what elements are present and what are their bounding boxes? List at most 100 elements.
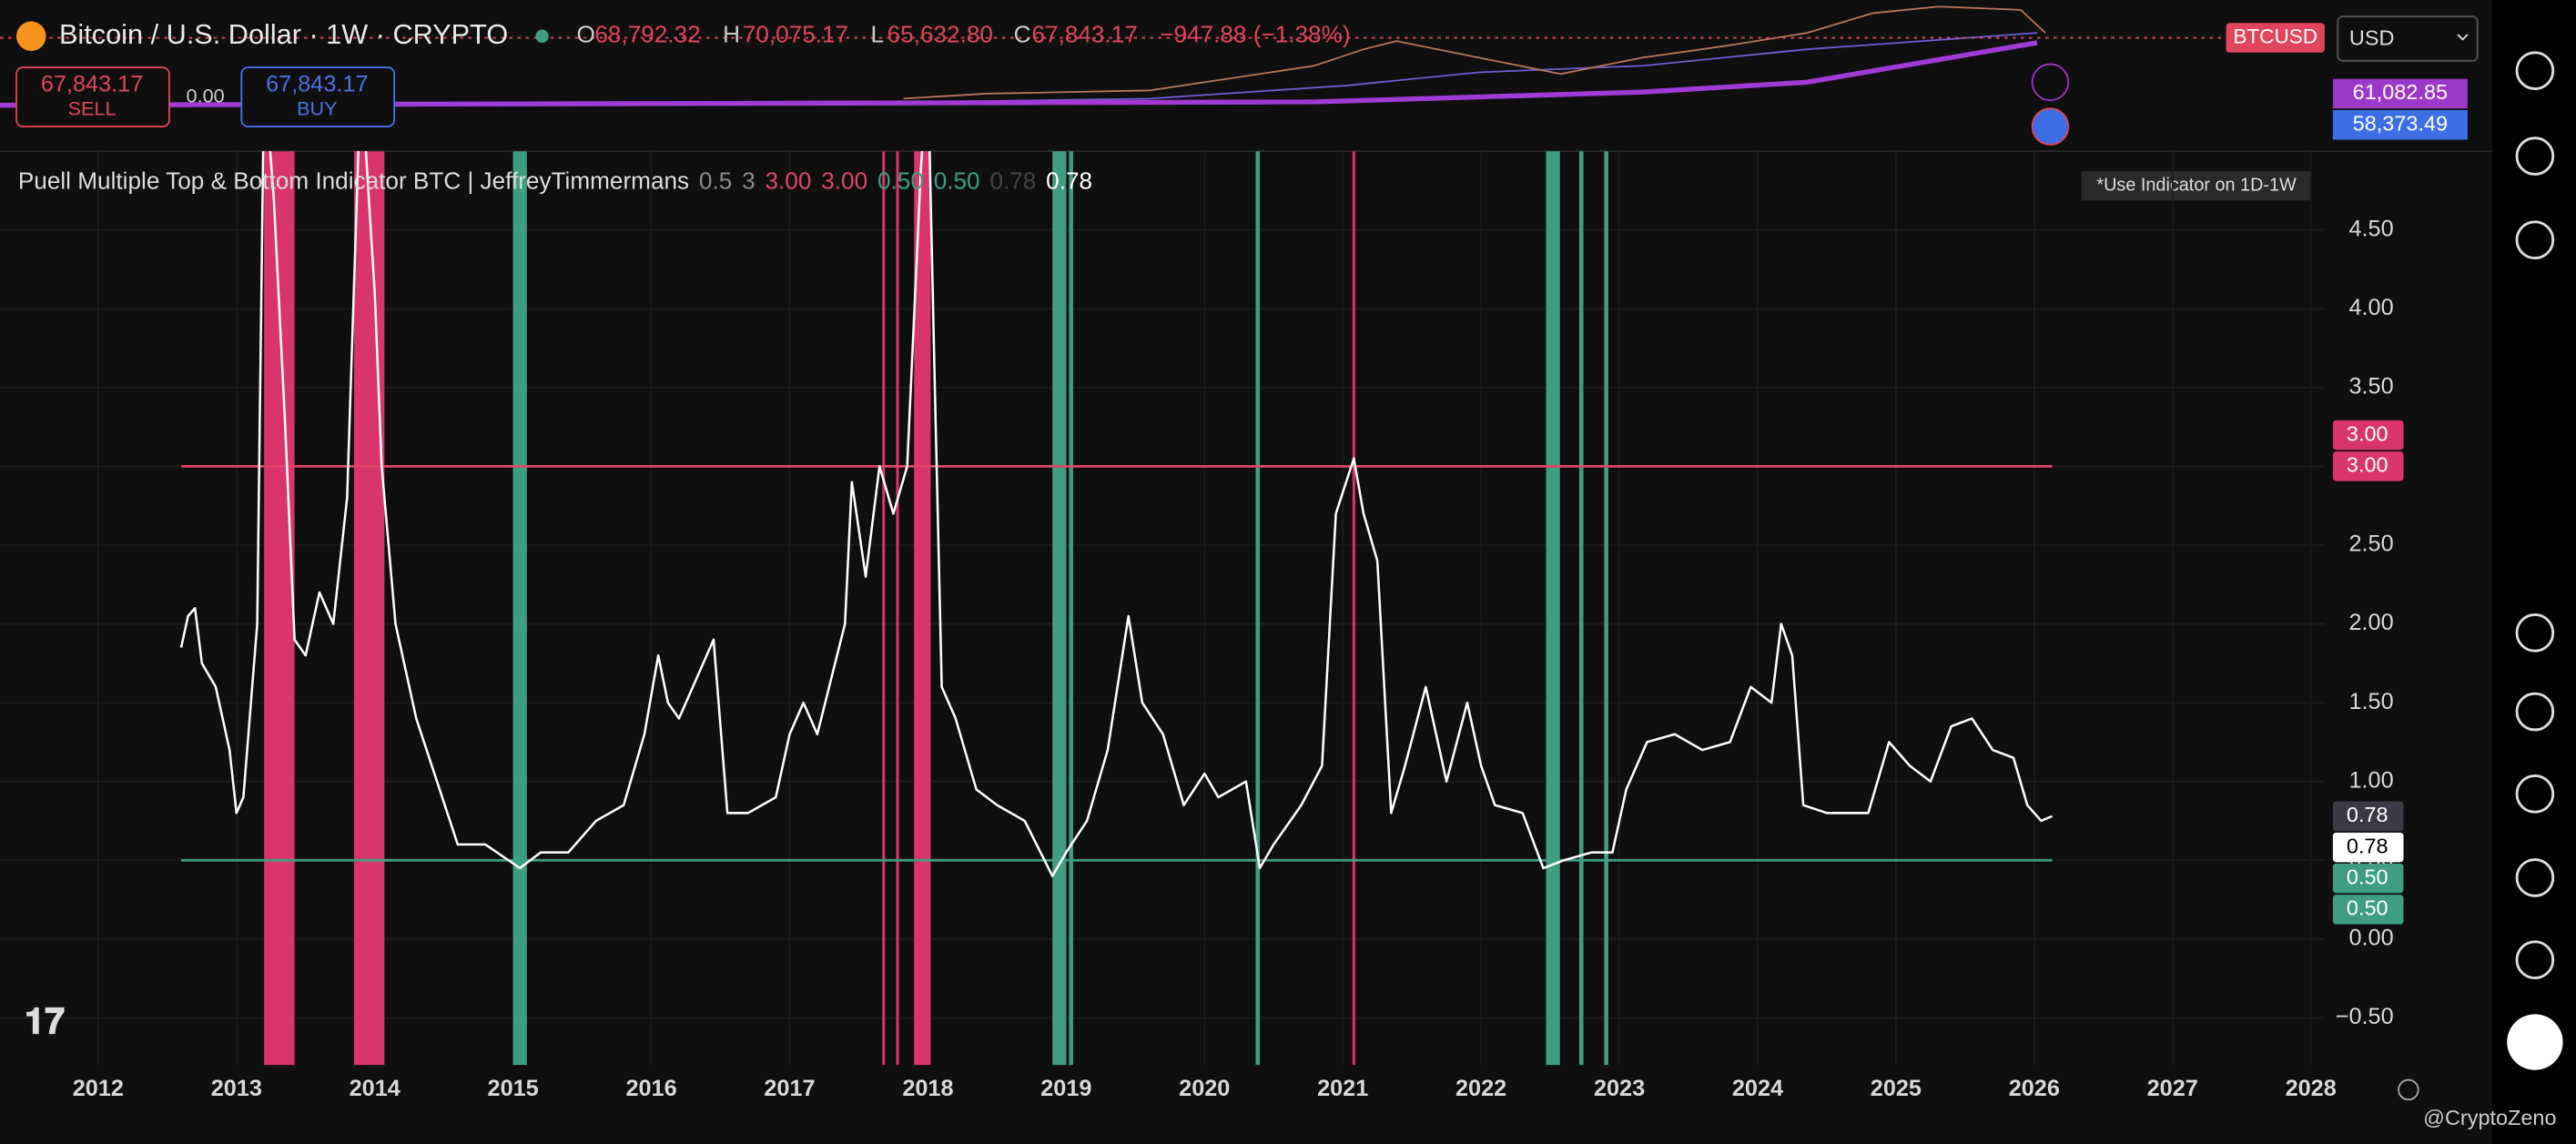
toolbar-icon[interactable]: [2515, 692, 2555, 732]
watermark: @CryptoZeno: [2423, 1106, 2556, 1129]
ohlc-label: C: [1014, 21, 1031, 48]
legend-value: 3.00: [766, 167, 812, 194]
x-tick-label: 2013: [211, 1076, 262, 1101]
change: −947.88 (−1.38%): [1160, 21, 1350, 48]
ohlc-label: H: [723, 21, 740, 48]
ohlc-value: 70,075.17: [743, 21, 848, 48]
y-tick-label: 1.50: [2348, 689, 2393, 714]
axis-tag: [2332, 451, 2404, 481]
x-tick-label: 2028: [2286, 1076, 2337, 1101]
legend-value: 0.50: [934, 167, 980, 194]
toolbar-icon[interactable]: [2515, 51, 2555, 90]
tv-logo: 𝟏𝟕: [25, 1002, 65, 1042]
buy-price: 67,843.17: [266, 72, 368, 97]
toolbar-icon[interactable]: [2515, 137, 2555, 176]
y-tick-label: 2.00: [2348, 610, 2393, 635]
axis-tag-label: 0.78: [2347, 834, 2388, 857]
puell-line: [179, 151, 2054, 877]
signal-band: [1546, 151, 1560, 1066]
ticker: BTCUSD: [2233, 25, 2317, 47]
legend-value: 0.78: [1046, 167, 1092, 194]
currency-select[interactable]: [2337, 15, 2479, 62]
axis-tag: [2332, 420, 2404, 451]
signal-band: [1604, 151, 1608, 1066]
x-tick-label: 2021: [1317, 1076, 1368, 1101]
legend-value: 3.00: [821, 167, 867, 194]
sell-label: SELL: [68, 97, 117, 120]
settings-icon: [2398, 1078, 2419, 1101]
x-tick-label: 2026: [2009, 1076, 2060, 1101]
dropdown-arrow: [2457, 34, 2469, 41]
signal-band: [1578, 151, 1584, 1066]
y-tick-label: −0.50: [2336, 1004, 2394, 1029]
plot: [0, 151, 2325, 1066]
y-tick-label: 1.00: [2348, 767, 2393, 793]
axis-tag-label: 3.00: [2347, 453, 2388, 477]
x-tick-label: 2016: [625, 1076, 676, 1101]
toolbar-icon[interactable]: [2515, 613, 2555, 653]
spread: 0.00: [187, 84, 225, 106]
legend-value: 3: [742, 167, 756, 194]
note-box: [2081, 170, 2312, 201]
toolbar-icon[interactable]: [2515, 858, 2555, 897]
toolbar-icon[interactable]: [2507, 1014, 2563, 1070]
flag-icon[interactable]: [2031, 107, 2070, 146]
axis-tag-label: 0.50: [2347, 896, 2388, 920]
legend-value: 0.78: [989, 167, 1036, 194]
sell-button[interactable]: [15, 66, 170, 127]
ohlc-value: 65,632.80: [887, 21, 993, 48]
ohlc-label: L: [871, 21, 885, 48]
axis-tag-label: 3.00: [2347, 421, 2388, 445]
x-tick-label: 2020: [1179, 1076, 1230, 1101]
x-tick-label: 2027: [2147, 1076, 2198, 1101]
ticker-tag: [2226, 23, 2325, 53]
y-tick-label: 2.50: [2348, 532, 2393, 557]
toolbar-icon[interactable]: [2515, 940, 2555, 980]
x-tick-label: 2022: [1455, 1076, 1506, 1101]
y-tick-label: 3.50: [2348, 374, 2393, 400]
x-tick-label: 2014: [350, 1076, 401, 1101]
y-tick-label: 4.50: [2348, 216, 2393, 241]
signal-band: [896, 151, 899, 1066]
sidebar: [2491, 0, 2576, 1144]
axis-tag: [2332, 863, 2404, 894]
x-tick-label: 2015: [488, 1076, 539, 1101]
signal-band: [1255, 151, 1261, 1066]
axis-tag-label: 0.50: [2347, 865, 2388, 888]
symbol: Bitcoin / U.S. Dollar · 1W · CRYPTO: [59, 18, 508, 50]
btc-icon: [16, 21, 46, 51]
note: *Use Indicator on 1D-1W: [2096, 175, 2297, 195]
legend-value: 0.50: [877, 167, 924, 194]
signal-band: [512, 151, 527, 1066]
x-tick-label: 2024: [1732, 1076, 1783, 1101]
signal-band: [882, 151, 886, 1066]
indicator-legend: Puell Multiple Top & Bottom Indicator BT…: [18, 167, 1092, 194]
signal-band: [1352, 151, 1355, 1066]
x-tick-label: 2023: [1594, 1076, 1645, 1101]
signal-band: [1069, 151, 1073, 1066]
x-tick-label: 2025: [1871, 1076, 1922, 1101]
signal-band: [914, 151, 931, 1066]
ohlc-value: 67,843.17: [1031, 21, 1137, 48]
toolbar-icon[interactable]: [2515, 220, 2555, 259]
buy-label: BUY: [297, 97, 338, 120]
event-icon[interactable]: [2031, 63, 2070, 102]
axis-tag: [2332, 832, 2404, 863]
legend-value: 0.5: [699, 167, 732, 194]
x-tick-label: 2012: [73, 1076, 124, 1101]
price-tag-label: 61,082.85: [2353, 80, 2448, 104]
status-dot: [535, 29, 549, 43]
ma-line: [0, 40, 2038, 108]
toolbar: [2507, 51, 2563, 1070]
toolbar-icon[interactable]: [2515, 774, 2555, 814]
buy-button[interactable]: [240, 66, 396, 127]
signal-band: [353, 151, 385, 1066]
axis-tag-label: 0.78: [2347, 803, 2388, 826]
x-tick-label: 2017: [764, 1076, 815, 1101]
price-candles: [903, 5, 2046, 100]
ohlc-label: O: [577, 21, 595, 48]
currency: USD: [2349, 26, 2395, 50]
price-tag: [2332, 78, 2468, 109]
